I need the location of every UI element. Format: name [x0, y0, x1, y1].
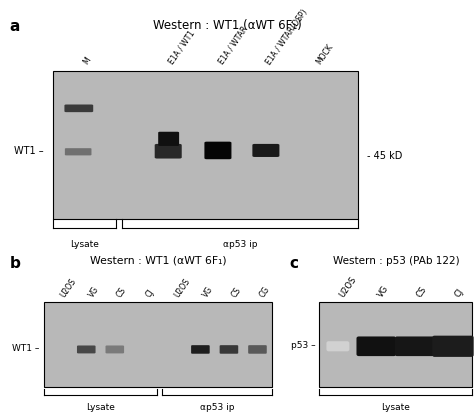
Text: E1A / WT1: E1A / WT1 [166, 29, 196, 66]
FancyBboxPatch shape [204, 142, 231, 159]
FancyBboxPatch shape [432, 336, 474, 357]
Text: MOCK: MOCK [315, 43, 335, 66]
Text: CS: CS [229, 285, 243, 299]
FancyBboxPatch shape [248, 345, 267, 354]
Text: a: a [9, 19, 20, 34]
Text: U2OS: U2OS [173, 276, 192, 299]
Text: p53 –: p53 – [291, 341, 316, 350]
Text: CG: CG [258, 284, 272, 299]
FancyBboxPatch shape [395, 337, 434, 356]
FancyBboxPatch shape [327, 341, 349, 352]
Text: WT1 –: WT1 – [12, 344, 39, 353]
FancyBboxPatch shape [65, 148, 91, 156]
FancyBboxPatch shape [319, 302, 472, 387]
Text: Western : WT1 (αWT 6F₁): Western : WT1 (αWT 6F₁) [90, 256, 227, 266]
Text: Western : WT1 (αWT 6F₁): Western : WT1 (αWT 6F₁) [153, 19, 302, 32]
FancyBboxPatch shape [219, 345, 238, 354]
FancyBboxPatch shape [64, 105, 93, 112]
FancyBboxPatch shape [106, 345, 124, 354]
Text: αp53 ip: αp53 ip [200, 403, 234, 412]
FancyBboxPatch shape [191, 345, 210, 354]
FancyBboxPatch shape [53, 71, 358, 219]
Text: CS: CS [415, 284, 428, 299]
Text: M: M [82, 55, 92, 66]
Text: CJ: CJ [144, 287, 155, 299]
Text: VG: VG [87, 284, 100, 299]
Text: E1A / WTAR: E1A / WTAR [217, 25, 249, 66]
Text: αp53 ip: αp53 ip [223, 240, 257, 249]
Text: U2OS: U2OS [58, 276, 78, 299]
FancyBboxPatch shape [252, 144, 279, 157]
Text: CS: CS [115, 285, 128, 299]
Text: WT1 –: WT1 – [14, 146, 44, 156]
Text: b: b [9, 256, 20, 271]
Text: Western : p53 (PAb 122): Western : p53 (PAb 122) [333, 256, 460, 266]
Text: c: c [289, 256, 298, 271]
Text: - 45 kD: - 45 kD [367, 151, 402, 161]
Text: E1A / WTAR(DSP): E1A / WTAR(DSP) [264, 8, 310, 66]
FancyBboxPatch shape [158, 132, 179, 146]
FancyBboxPatch shape [77, 345, 96, 354]
Text: Lysate: Lysate [86, 403, 115, 412]
FancyBboxPatch shape [356, 337, 396, 356]
Text: U2OS: U2OS [338, 274, 359, 299]
Text: VG: VG [376, 284, 391, 299]
FancyBboxPatch shape [155, 144, 182, 158]
Text: Lysate: Lysate [70, 240, 99, 249]
FancyBboxPatch shape [44, 302, 272, 387]
Text: VG: VG [201, 284, 215, 299]
Text: CJ: CJ [453, 287, 465, 299]
Text: Lysate: Lysate [381, 403, 410, 412]
